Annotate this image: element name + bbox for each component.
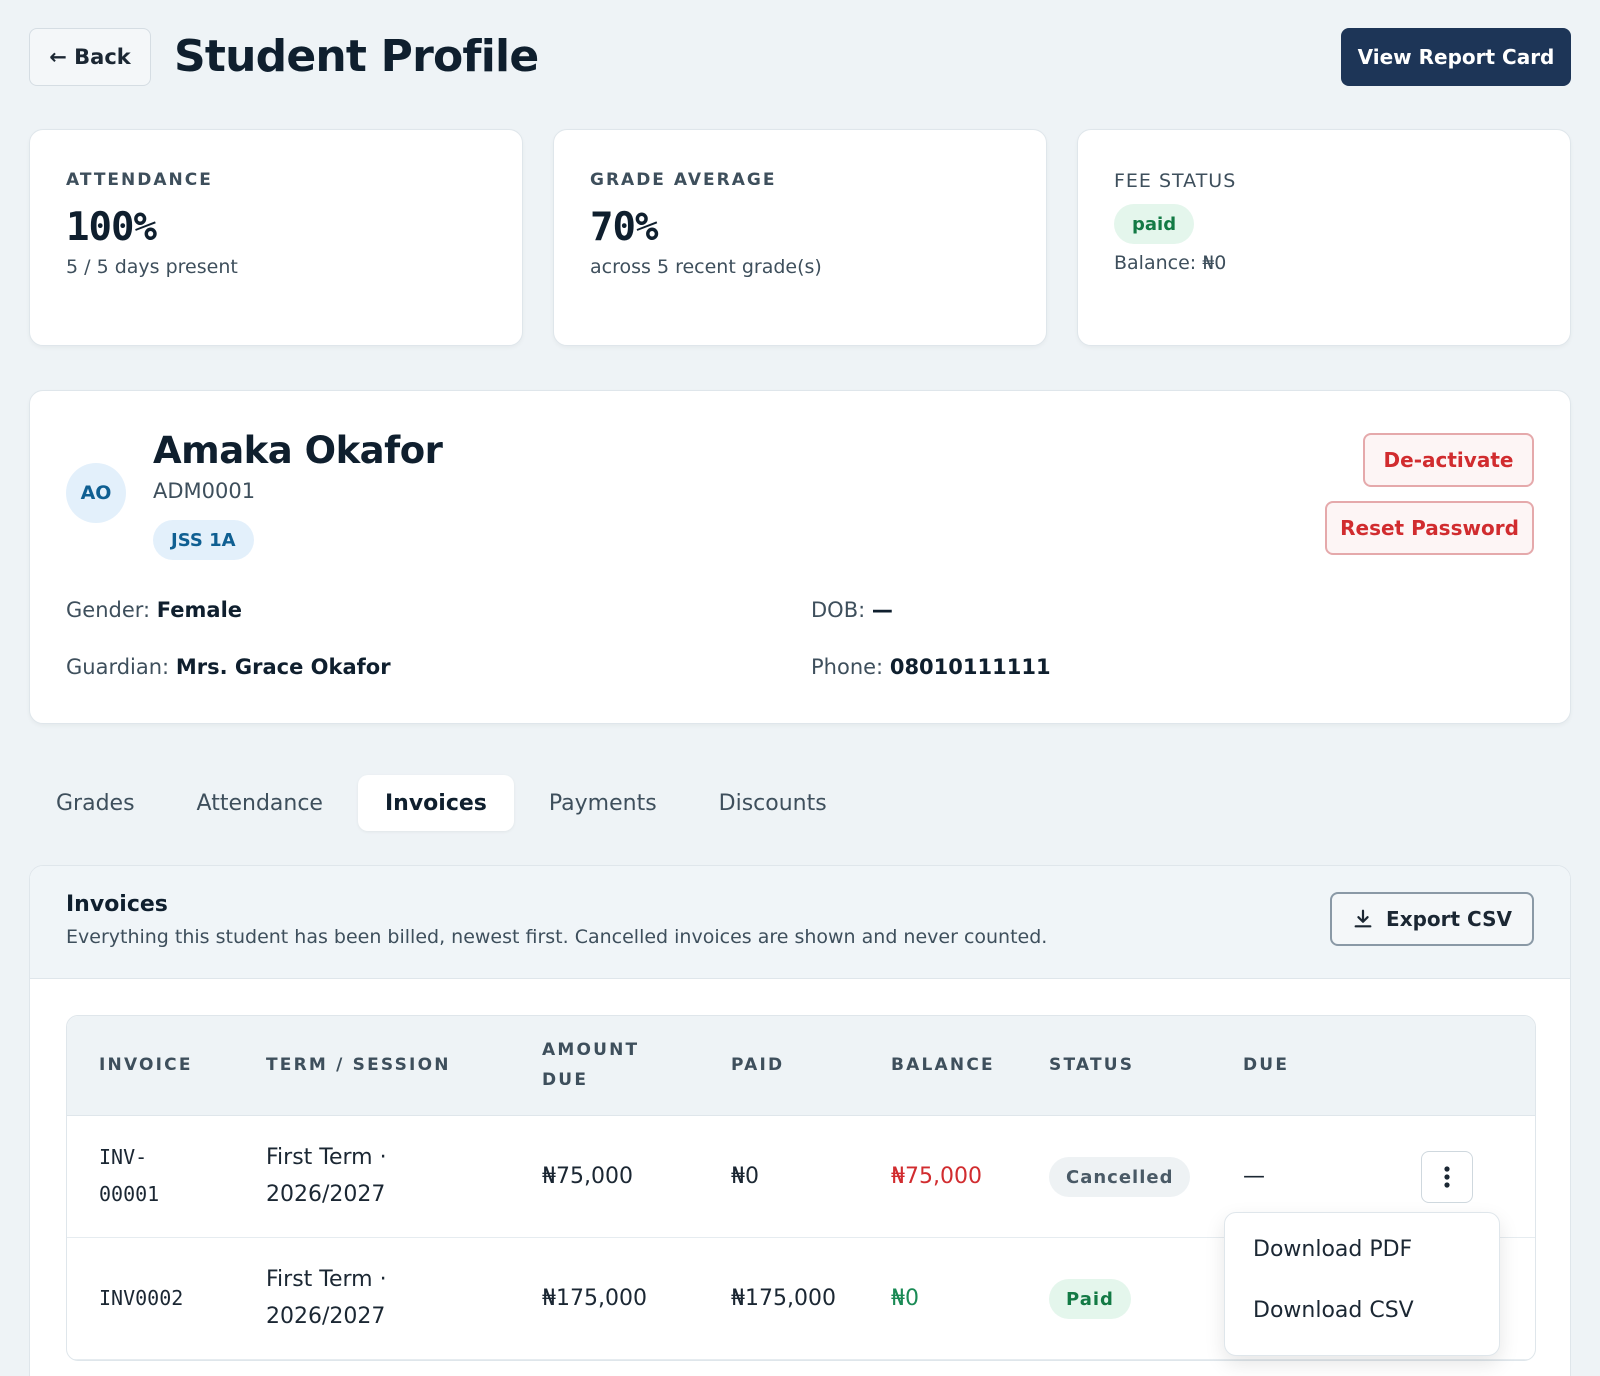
term-session: First Term · 2026/2027 [266, 1261, 387, 1335]
grade-average-card: GRADE AVERAGE 70% across 5 recent grade(… [553, 129, 1047, 346]
term-line1: First Term · [266, 1145, 387, 1170]
col-status: STATUS [1049, 1055, 1135, 1075]
attendance-card: ATTENDANCE 100% 5 / 5 days present [29, 129, 523, 346]
class-badge: JSS 1A [153, 520, 254, 560]
grade-average-sub: across 5 recent grade(s) [590, 256, 822, 278]
export-csv-label: Export CSV [1386, 907, 1512, 931]
invoice-number: INV- 00001 [99, 1139, 159, 1213]
due-date: — [1243, 1164, 1265, 1189]
col-amount-due-line1: AMOUNT [542, 1040, 640, 1060]
view-report-card-button[interactable]: View Report Card [1341, 28, 1571, 86]
col-due: DUE [1243, 1055, 1290, 1075]
profile-tabs: Grades Attendance Invoices Payments Disc… [29, 775, 862, 831]
dob-label: DOB: [811, 598, 866, 622]
grade-average-label: GRADE AVERAGE [590, 170, 777, 190]
download-pdf-menu-item[interactable]: Download PDF [1253, 1237, 1413, 1262]
fee-status-label: FEE STATUS [1114, 170, 1237, 192]
row-actions-menu: Download PDF Download CSV [1224, 1212, 1500, 1356]
col-invoice: INVOICE [99, 1055, 193, 1075]
tab-discounts[interactable]: Discounts [718, 790, 827, 816]
gender-info: Gender: Female [66, 598, 242, 622]
student-name: Amaka Okafor [153, 429, 443, 472]
student-profile-card: AO Amaka Okafor ADM0001 JSS 1A De-activa… [29, 390, 1571, 724]
attendance-value: 100% [66, 205, 157, 250]
col-amount-due-line2: DUE [542, 1070, 589, 1090]
guardian-value: Mrs. Grace Okafor [175, 655, 391, 679]
amount-due: ₦175,000 [542, 1286, 647, 1311]
page-header: ← Back Student Profile View Report Card [29, 28, 1571, 86]
attendance-label: ATTENDANCE [66, 170, 213, 190]
invoices-title: Invoices [66, 892, 168, 917]
download-csv-menu-item[interactable]: Download CSV [1253, 1298, 1414, 1323]
gender-label: Gender: [66, 598, 151, 622]
admission-number: ADM0001 [153, 479, 256, 503]
dob-value: — [871, 598, 893, 622]
table-row: INV0002 First Term · 2026/2027 ₦175,000 … [67, 1238, 1535, 1360]
tab-invoices[interactable]: Invoices [357, 775, 514, 831]
balance: ₦0 [891, 1286, 919, 1311]
invoices-panel-header: Invoices Everything this student has bee… [30, 866, 1570, 979]
page-title: Student Profile [174, 31, 539, 82]
deactivate-button[interactable]: De-activate [1363, 433, 1534, 487]
amount-due: ₦75,000 [542, 1164, 633, 1189]
more-vertical-icon [1444, 1166, 1450, 1188]
phone-label: Phone: [811, 655, 884, 679]
balance: ₦75,000 [891, 1164, 982, 1189]
tab-payments[interactable]: Payments [548, 790, 657, 816]
status-badge: Cancelled [1049, 1157, 1191, 1197]
col-paid: PAID [731, 1055, 785, 1075]
gender-value: Female [156, 598, 243, 622]
table-header: INVOICE TERM / SESSION AMOUNT DUE PAID B… [67, 1016, 1535, 1116]
grade-average-value: 70% [590, 205, 658, 250]
download-icon [1354, 909, 1372, 928]
col-balance: BALANCE [891, 1055, 995, 1075]
term-line2: 2026/2027 [266, 1182, 386, 1207]
invoices-panel: Invoices Everything this student has bee… [29, 865, 1571, 1376]
table-row: INV- 00001 First Term · 2026/2027 ₦75,00… [67, 1116, 1535, 1238]
amount-paid: ₦175,000 [731, 1286, 836, 1311]
guardian-info: Guardian: Mrs. Grace Okafor [66, 655, 391, 679]
status-badge: Paid [1049, 1279, 1131, 1319]
fee-status-card: FEE STATUS paid Balance: ₦0 [1077, 129, 1571, 346]
amount-paid: ₦0 [731, 1164, 759, 1189]
avatar: AO [66, 463, 126, 523]
guardian-label: Guardian: [66, 655, 170, 679]
invoice-number: INV0002 [99, 1286, 184, 1310]
tab-grades[interactable]: Grades [56, 790, 135, 816]
back-button[interactable]: ← Back [29, 28, 151, 86]
term-line2: 2026/2027 [266, 1304, 386, 1329]
dob-info: DOB: — [811, 598, 893, 622]
export-csv-button[interactable]: Export CSV [1330, 892, 1534, 946]
phone-info: Phone: 08010111111 [811, 655, 1051, 679]
phone-value: 08010111111 [889, 655, 1051, 679]
invoices-table: INVOICE TERM / SESSION AMOUNT DUE PAID B… [66, 1015, 1536, 1361]
invoice-number-line2: 00001 [99, 1182, 160, 1206]
invoice-number-line1: INV- [99, 1145, 148, 1169]
attendance-sub: 5 / 5 days present [66, 256, 238, 278]
reset-password-button[interactable]: Reset Password [1325, 501, 1534, 555]
term-session: First Term · 2026/2027 [266, 1139, 387, 1213]
col-amount-due: AMOUNT DUE [542, 1035, 639, 1095]
fee-balance: Balance: ₦0 [1114, 252, 1227, 274]
row-actions-button[interactable] [1421, 1151, 1473, 1203]
term-line1: First Term · [266, 1267, 387, 1292]
tab-attendance[interactable]: Attendance [196, 790, 323, 816]
col-term-session: TERM / SESSION [266, 1055, 451, 1075]
invoices-subtitle: Everything this student has been billed,… [66, 926, 1048, 948]
fee-status-badge: paid [1114, 204, 1195, 244]
